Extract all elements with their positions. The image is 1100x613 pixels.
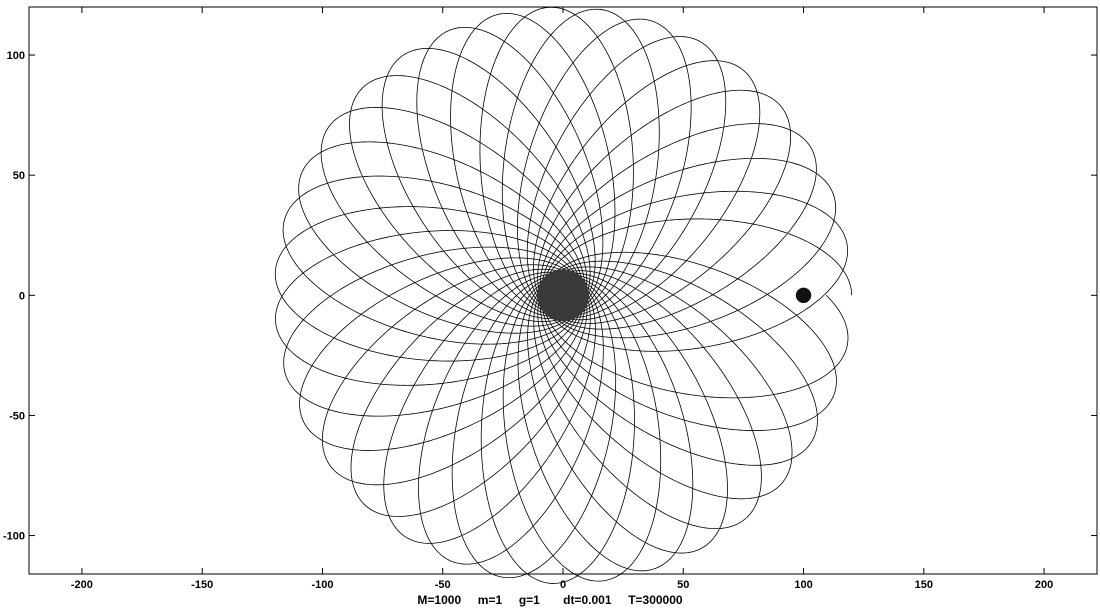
x-tick-label: 0	[560, 579, 566, 591]
x-tick-label: -150	[191, 579, 213, 591]
x-tick-label: -100	[311, 579, 333, 591]
orbiting-body	[795, 287, 812, 304]
x-tick-label: 100	[794, 579, 812, 591]
parameter-caption: M=1000 m=1 g=1 dt=0.001 T=300000	[417, 593, 683, 607]
axis-ticks	[29, 7, 1097, 574]
x-tick-label: 150	[915, 579, 933, 591]
y-tick-label: 100	[7, 50, 25, 62]
tick-labels: -200 -150 -100 -50 0 50 100 150 200 100 50 0 -50 -100	[3, 50, 1053, 591]
x-tick-label: 200	[1035, 579, 1053, 591]
x-tick-label: -200	[71, 579, 93, 591]
y-tick-label: -100	[3, 531, 25, 543]
y-tick-label: 50	[13, 170, 25, 182]
x-tick-label: -50	[435, 579, 451, 591]
x-tick-label: 50	[677, 579, 689, 591]
central-mass-body	[536, 269, 590, 322]
y-tick-label: -50	[9, 410, 25, 422]
y-tick-label: 0	[19, 290, 25, 302]
